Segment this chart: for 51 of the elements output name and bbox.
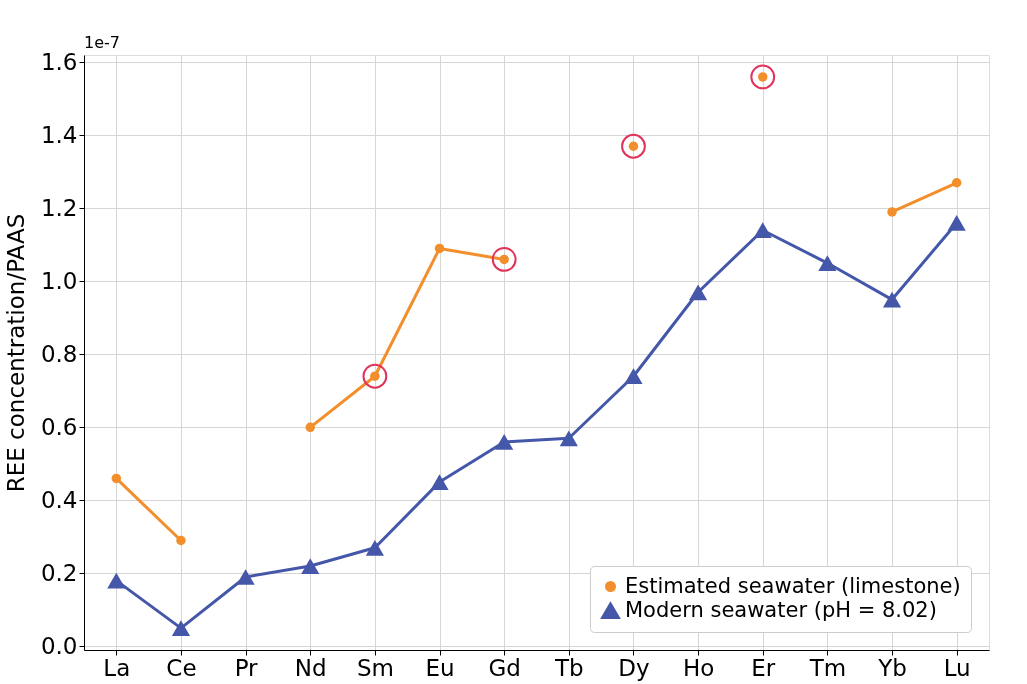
x-tick-label: Ce <box>166 654 197 681</box>
point <box>887 207 897 217</box>
point <box>559 430 578 447</box>
x-tick-label: Pr <box>234 654 259 681</box>
y-tick-label: 1.6 <box>40 48 78 75</box>
point <box>947 215 966 231</box>
y-tick-label: 0.8 <box>40 340 78 367</box>
y-tick-label: 0.6 <box>40 413 78 440</box>
y-tick-label: 1.4 <box>40 121 78 148</box>
point <box>750 64 776 90</box>
y-axis-title: REE concentration/PAAS <box>2 213 29 493</box>
x-tick-label: Sm <box>356 654 394 681</box>
point <box>882 291 902 308</box>
y-tick-label: 1.0 <box>40 267 78 294</box>
point <box>430 474 449 490</box>
x-tick-label: Eu <box>425 654 455 681</box>
x-tick-label: Er <box>751 654 776 681</box>
point <box>362 363 388 389</box>
legend-label: Modern seawater (pH = 8.02) <box>625 597 937 622</box>
point <box>171 620 191 636</box>
point <box>236 569 255 585</box>
y-tick-label: 0.2 <box>40 559 78 586</box>
x-tick-label: Tm <box>808 654 847 681</box>
text: 1e-7 <box>84 33 120 52</box>
x-tick-label: Dy <box>618 654 650 681</box>
x-tick-label: Ho <box>682 654 715 681</box>
legend-label: Estimated seawater (limestone) <box>625 573 961 598</box>
x-tick-label: Tb <box>553 654 584 681</box>
point <box>818 255 837 271</box>
point <box>951 178 962 188</box>
point <box>753 222 772 239</box>
point <box>491 247 517 272</box>
x-tick-label: Gd <box>488 654 521 681</box>
x-tick-label: Lu <box>943 654 971 681</box>
point <box>434 243 445 254</box>
x-tick-label: La <box>103 654 131 681</box>
y-tick-label: 1.2 <box>40 194 78 221</box>
x-tick-label: Yb <box>877 654 907 681</box>
point <box>365 539 384 556</box>
point <box>621 133 646 159</box>
point <box>689 284 708 301</box>
point <box>176 535 186 546</box>
point <box>305 422 315 433</box>
x-tick-label: Nd <box>294 654 327 681</box>
point <box>107 572 126 589</box>
point <box>301 558 320 574</box>
y-tick-label: 0.0 <box>40 632 78 659</box>
y-tick-label: 0.4 <box>40 486 78 513</box>
point <box>624 368 643 385</box>
point <box>111 473 122 484</box>
point <box>495 434 514 450</box>
